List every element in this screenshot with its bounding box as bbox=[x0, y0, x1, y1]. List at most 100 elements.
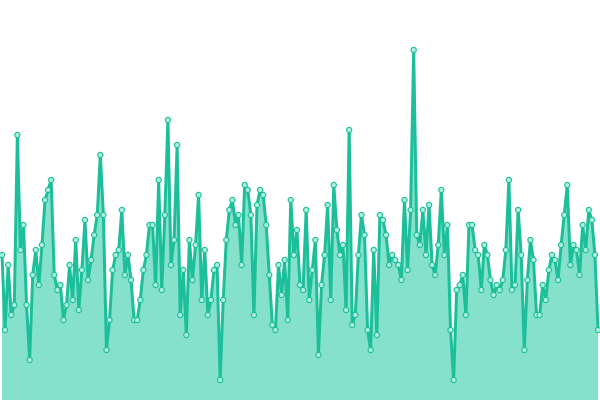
point bbox=[312, 236, 319, 244]
point bbox=[419, 206, 427, 214]
point bbox=[302, 206, 310, 214]
point bbox=[582, 246, 589, 254]
point bbox=[336, 251, 344, 259]
point bbox=[564, 181, 571, 189]
point bbox=[407, 206, 414, 214]
point bbox=[207, 296, 215, 304]
point bbox=[296, 281, 304, 289]
point bbox=[324, 201, 331, 209]
point bbox=[299, 286, 307, 294]
point bbox=[38, 241, 46, 249]
point bbox=[63, 301, 70, 309]
point bbox=[35, 281, 43, 289]
point bbox=[189, 276, 196, 284]
point bbox=[474, 251, 482, 259]
point bbox=[370, 246, 377, 254]
point bbox=[530, 256, 537, 264]
point bbox=[373, 331, 381, 339]
point bbox=[481, 241, 488, 249]
point bbox=[97, 151, 104, 159]
point bbox=[229, 196, 236, 204]
point bbox=[0, 251, 6, 259]
point bbox=[361, 231, 368, 239]
point bbox=[29, 271, 36, 279]
point bbox=[281, 256, 288, 264]
point bbox=[47, 176, 55, 184]
point bbox=[66, 261, 73, 269]
point bbox=[441, 251, 448, 259]
point bbox=[514, 206, 522, 214]
point bbox=[493, 281, 500, 289]
point bbox=[140, 266, 147, 274]
point bbox=[490, 291, 497, 299]
point bbox=[487, 276, 494, 284]
point bbox=[306, 296, 313, 304]
point bbox=[588, 216, 596, 224]
point bbox=[4, 261, 12, 269]
point bbox=[536, 311, 543, 319]
point bbox=[180, 266, 187, 274]
point bbox=[551, 256, 559, 264]
point bbox=[232, 221, 239, 229]
point bbox=[20, 221, 27, 229]
point bbox=[561, 211, 568, 219]
point bbox=[219, 296, 227, 304]
point bbox=[278, 291, 285, 299]
point bbox=[570, 241, 577, 249]
point bbox=[41, 196, 49, 204]
point bbox=[192, 241, 199, 249]
point bbox=[137, 296, 144, 304]
point bbox=[379, 216, 387, 224]
point bbox=[263, 221, 270, 229]
point bbox=[349, 321, 356, 329]
point bbox=[471, 246, 479, 254]
point bbox=[352, 311, 359, 319]
point bbox=[78, 266, 86, 274]
point bbox=[223, 236, 230, 244]
point bbox=[521, 346, 528, 354]
point bbox=[115, 246, 122, 254]
point bbox=[444, 221, 451, 229]
point bbox=[309, 266, 316, 274]
point bbox=[382, 231, 390, 239]
point bbox=[106, 316, 113, 324]
point bbox=[345, 126, 353, 134]
point bbox=[167, 261, 175, 269]
point bbox=[124, 251, 132, 259]
point bbox=[416, 241, 424, 249]
point bbox=[23, 301, 30, 309]
point bbox=[127, 276, 135, 284]
point bbox=[94, 211, 101, 219]
point bbox=[253, 201, 261, 209]
point bbox=[149, 221, 156, 229]
point bbox=[204, 311, 212, 319]
point bbox=[364, 326, 371, 334]
point bbox=[109, 266, 116, 274]
point bbox=[339, 241, 347, 249]
point bbox=[450, 376, 457, 384]
point bbox=[524, 276, 531, 284]
point bbox=[198, 296, 205, 304]
point bbox=[438, 186, 445, 194]
point bbox=[398, 276, 405, 284]
point bbox=[72, 236, 79, 244]
point bbox=[17, 246, 24, 254]
point bbox=[484, 251, 491, 259]
point bbox=[173, 141, 181, 149]
point bbox=[118, 206, 126, 214]
point bbox=[213, 261, 221, 269]
point bbox=[1, 326, 9, 334]
point bbox=[275, 261, 282, 269]
point bbox=[422, 251, 430, 259]
point bbox=[269, 321, 276, 329]
point bbox=[459, 271, 467, 279]
point bbox=[505, 176, 513, 184]
point bbox=[161, 211, 169, 219]
point bbox=[32, 246, 39, 254]
point bbox=[355, 251, 362, 259]
point bbox=[395, 261, 402, 269]
point bbox=[186, 236, 193, 244]
point bbox=[143, 251, 150, 259]
point bbox=[557, 241, 565, 249]
point bbox=[235, 211, 242, 219]
